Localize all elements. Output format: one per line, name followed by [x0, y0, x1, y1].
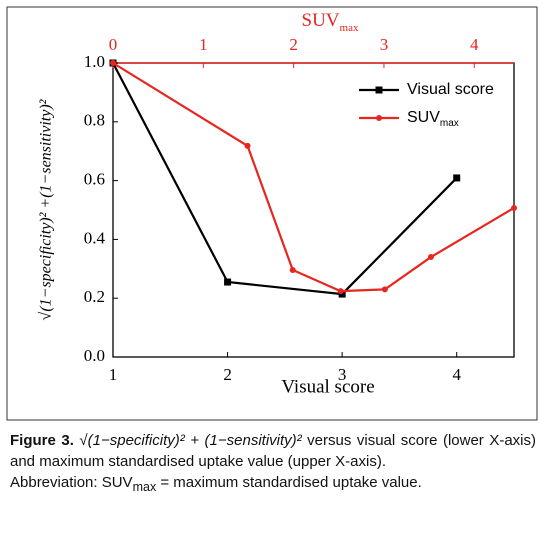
legend-label: SUVmax	[407, 109, 459, 128]
marker	[289, 266, 296, 273]
marker	[381, 286, 388, 293]
caption-label: Figure 3.	[10, 432, 74, 449]
x-tick-label: 1	[109, 365, 118, 384]
marker	[511, 204, 517, 211]
x-axis-label: Visual score	[281, 376, 374, 397]
y-axis-label: √(1−specificity)² +(1−sensitivity)²	[38, 98, 55, 320]
x2-tick-label: 1	[199, 35, 208, 54]
marker	[224, 278, 232, 286]
x2-axis-label: SUVmax	[302, 10, 359, 33]
y-tick-label: 1.0	[84, 52, 105, 71]
x2-axis-label-sub: max	[340, 22, 359, 34]
marker	[338, 290, 346, 298]
series-line	[112, 62, 458, 296]
abbreviation-prefix: Abbreviation: SUV	[10, 474, 133, 491]
caption: Figure 3. √(1−specificity)² + (1−sensiti…	[10, 430, 536, 498]
caption-formula: √(1−specificity)² + (1−sensitivity)²	[79, 432, 302, 449]
marker	[337, 288, 344, 295]
y-tick-label: 0.0	[84, 346, 105, 365]
y-tick-label: 0.2	[84, 287, 105, 306]
abbreviation-text: = maximum standardised uptake value.	[156, 474, 422, 491]
marker	[427, 254, 434, 261]
marker	[110, 60, 116, 66]
x-tick-label: 2	[223, 365, 232, 384]
abbreviation: Abbreviation: SUVmax = maximum standardi…	[10, 472, 536, 498]
marker	[244, 142, 251, 149]
y-tick-label: 0.8	[84, 111, 105, 130]
legend-label-sub: max	[440, 118, 459, 129]
y-tick-label: 0.4	[84, 228, 106, 247]
legend-marker	[375, 86, 383, 94]
x2-tick-label: 4	[470, 35, 479, 54]
figure-frame	[6, 6, 538, 421]
marker	[453, 174, 461, 182]
legend-label-main: Visual score	[407, 81, 494, 98]
legend-label: Visual score	[407, 81, 494, 98]
x2-tick-label: 2	[289, 35, 298, 54]
x2-axis-label-main: SUV	[302, 10, 340, 31]
plot-frame	[112, 62, 515, 358]
legend-label-main: SUV	[407, 109, 440, 126]
x-tick-label: 3	[338, 365, 347, 384]
x-tick-label: 4	[452, 365, 461, 384]
caption-text: versus visual score (lower X-axis) and m…	[10, 432, 536, 470]
abbreviation-sub: max	[132, 480, 157, 494]
figure-caption: Figure 3. √(1−specificity)² + (1−sensiti…	[10, 430, 536, 472]
x2-tick-label: 0	[109, 35, 118, 54]
chart: Visual score SUVmax √(1−specificity)² +(…	[6, 6, 538, 421]
y-tick-label: 0.6	[84, 170, 105, 189]
legend-marker	[376, 115, 382, 121]
x2-tick-label: 3	[380, 35, 389, 54]
